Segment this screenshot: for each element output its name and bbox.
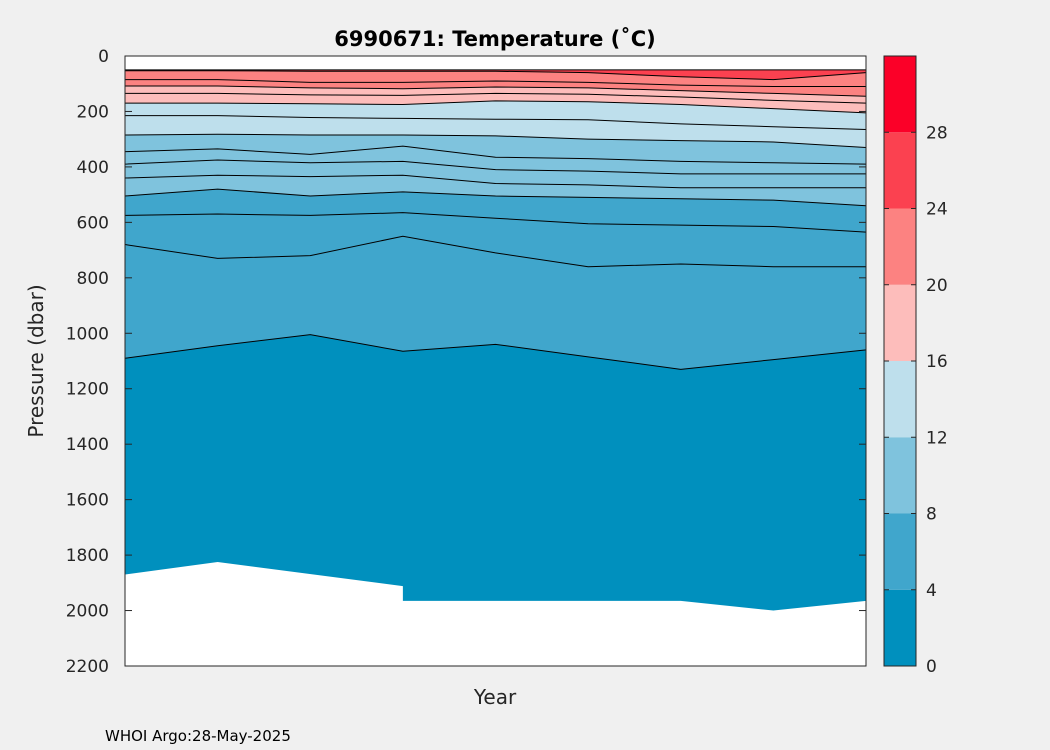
colorbar-tick-label-5: 20 xyxy=(926,276,948,296)
colorbar-bin-6 xyxy=(884,132,916,209)
y-tick-label-8: 1600 xyxy=(66,491,109,511)
y-axis-ticks: 0 200 400 600 800 1000 1200 1400 1600 1800 2000 220… xyxy=(66,47,866,677)
plot-frame xyxy=(124,55,867,667)
temperature-bands xyxy=(125,69,866,667)
contour-line-3 xyxy=(125,85,867,97)
y-tick-label-9: 1800 xyxy=(66,546,109,566)
y-tick-label-4: 800 xyxy=(77,269,109,289)
colorbar-tick-label-6: 24 xyxy=(926,200,948,220)
colorbar-tick-label-7: 28 xyxy=(926,123,948,143)
x-axis-label: Year xyxy=(473,685,517,709)
contour-line-5 xyxy=(125,100,867,114)
colorbar-bin-5 xyxy=(884,208,916,285)
no-data-region xyxy=(125,562,866,666)
contour-line-13 xyxy=(124,235,866,268)
credit-text: WHOI Argo:28-May-2025 xyxy=(105,727,291,745)
contour-line-1 xyxy=(125,70,867,81)
colorbar-bin-1 xyxy=(884,513,916,590)
contour-line-7 xyxy=(124,133,867,148)
colorbar-tick-label-1: 4 xyxy=(926,581,937,601)
contour-line-9 xyxy=(124,159,866,175)
y-tick-label-7: 1400 xyxy=(66,435,109,455)
colorbar-tick-label-2: 8 xyxy=(926,505,937,525)
y-tick-label-3: 600 xyxy=(77,213,109,233)
y-tick-label-6: 1200 xyxy=(66,380,109,400)
colorbar-bin-2 xyxy=(884,437,916,514)
no-data-fill xyxy=(125,562,866,666)
colorbar-bin-0 xyxy=(884,589,916,666)
contour-line-2 xyxy=(125,79,866,87)
colorbar-bin-4 xyxy=(884,284,916,361)
colorbar-tick-label-3: 12 xyxy=(926,428,948,448)
y-tick-label-5: 1000 xyxy=(66,324,109,344)
y-axis-label: Pressure (dbar) xyxy=(24,284,48,437)
colorbar-tick-label-0: 0 xyxy=(926,657,937,677)
colorbar-tick-label-4: 16 xyxy=(926,352,948,372)
contour-line-12 xyxy=(124,212,867,233)
contour-line-14 xyxy=(124,334,867,370)
contour-line-8 xyxy=(124,145,867,165)
contour-line-6 xyxy=(125,115,867,130)
chart-title: 6990671: Temperature (˚C) xyxy=(334,27,655,51)
colorbar-bin-3 xyxy=(884,361,916,438)
colorbar-ticks: 0 4 8 12 16 20 24 28 xyxy=(884,123,948,677)
contour-lines xyxy=(124,69,867,370)
y-tick-label-11: 2200 xyxy=(66,657,109,677)
contour-line-11 xyxy=(124,188,867,207)
y-tick-label-10: 2000 xyxy=(66,602,109,622)
y-tick-label-0: 0 xyxy=(98,47,109,67)
contour-line-10 xyxy=(124,174,866,189)
contour-line-4 xyxy=(125,92,867,104)
plot-border xyxy=(124,55,867,667)
y-tick-label-2: 400 xyxy=(77,158,109,178)
colorbar-bin-7 xyxy=(884,56,916,133)
colorbar xyxy=(883,55,917,667)
y-tick-label-1: 200 xyxy=(77,102,109,122)
